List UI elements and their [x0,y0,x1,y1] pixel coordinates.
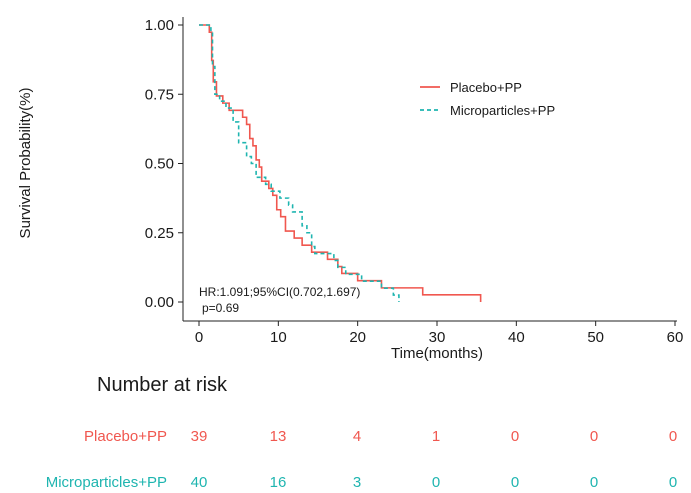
risk-count: 3 [353,474,361,491]
y-tick-label: 0.50 [145,156,174,173]
survival-curve-microparticles [199,24,400,302]
risk-count: 0 [590,474,598,491]
risk-count: 1 [432,428,440,445]
plot-area: 0 10 20 30 40 50 60 0.00 0.25 0.50 0.75 1.00 [145,17,684,346]
x-axis-title: Time(months) [391,345,483,362]
risk-table-title: Number at risk [97,374,228,396]
risk-row-label: Placebo+PP [84,428,167,445]
risk-count: 4 [353,428,361,445]
risk-count: 0 [590,428,598,445]
legend-label-microparticles: Microparticles+PP [450,103,555,118]
x-tick-label: 50 [587,329,604,346]
y-axis-ticks: 0.00 0.25 0.50 0.75 1.00 [145,17,183,311]
x-axis-ticks: 0 10 20 30 40 50 60 [195,321,684,346]
risk-count: 16 [270,474,287,491]
x-tick-label: 40 [508,329,525,346]
y-axis-title: Survival Probability(%) [17,88,34,239]
x-tick-label: 30 [429,329,446,346]
x-tick-label: 0 [195,329,203,346]
risk-count: 0 [669,474,677,491]
risk-row-label: Microparticles+PP [46,474,167,491]
y-tick-label: 0.00 [145,294,174,311]
risk-count: 0 [511,428,519,445]
y-tick-label: 1.00 [145,17,174,34]
x-tick-label: 20 [349,329,366,346]
risk-count: 0 [511,474,519,491]
survival-curve-placebo [199,24,482,302]
y-tick-label: 0.75 [145,86,174,103]
risk-count: 13 [270,428,287,445]
y-tick-label: 0.25 [145,225,174,242]
p-value-annotation: p=0.69 [202,301,239,315]
risk-count: 0 [432,474,440,491]
risk-count: 0 [669,428,677,445]
hazard-ratio-annotation: HR:1.091;95%CI(0.702,1.697) [199,285,360,299]
legend-label-placebo: Placebo+PP [450,80,522,95]
survival-curves [199,24,482,302]
x-tick-label: 60 [667,329,684,346]
x-tick-label: 10 [270,329,287,346]
risk-table: Placebo+PP 39 13 4 1 0 0 0 Microparticles+PP 40 16… [46,428,677,491]
risk-count: 40 [191,474,208,491]
legend: Placebo+PP Microparticles+PP [420,80,555,118]
risk-count: 39 [191,428,208,445]
